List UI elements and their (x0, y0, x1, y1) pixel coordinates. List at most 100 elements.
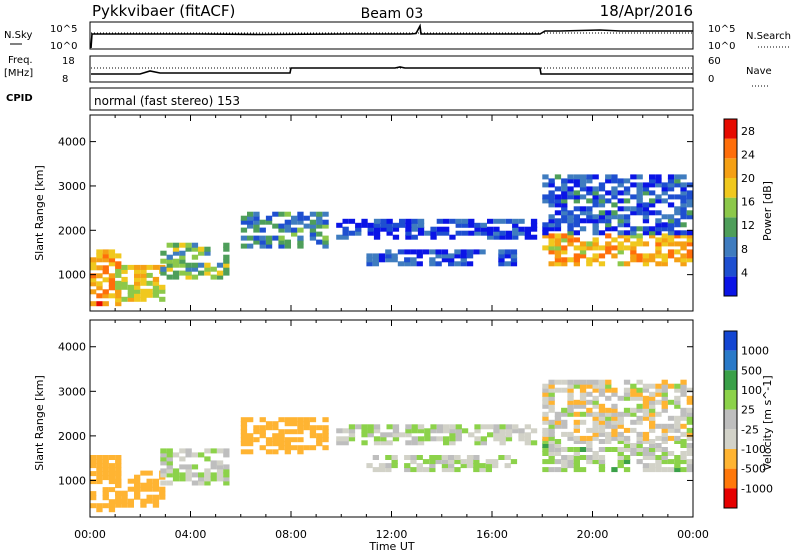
echo-cell (108, 253, 116, 259)
echo-cell (102, 269, 109, 275)
echo-cell (579, 403, 587, 409)
echo-cell (667, 202, 675, 208)
echo-cell (429, 249, 436, 255)
echo-cell (404, 467, 411, 473)
noise-sky-line (90, 23, 693, 49)
echo-cell (455, 436, 462, 442)
echo-cell (410, 467, 417, 473)
echo-cell (265, 219, 273, 225)
echo-cell (642, 210, 650, 216)
echo-cell (674, 257, 681, 263)
echo-cell (642, 257, 650, 263)
echo-cell (605, 439, 612, 444)
echo-cell (598, 423, 606, 429)
echo-cell (649, 190, 656, 196)
echo-cell (605, 210, 612, 216)
echo-cell (198, 476, 205, 482)
echo-cell (152, 276, 160, 282)
echo-cell (579, 399, 587, 405)
echo-cell (586, 411, 593, 417)
echo-cell (661, 261, 668, 267)
echo-cell (579, 182, 587, 188)
echo-cell (127, 498, 134, 504)
power-data (90, 174, 693, 307)
echo-cell (499, 424, 506, 430)
echo-cell (542, 431, 549, 437)
echo-cell (661, 379, 668, 385)
echo-cell (322, 437, 329, 443)
echo-cell (348, 230, 356, 236)
echo-cell (567, 383, 574, 389)
echo-cell (667, 415, 675, 421)
echo-cell (430, 226, 437, 232)
echo-cell (623, 245, 631, 251)
echo-cell (223, 476, 230, 482)
echo-cell (474, 436, 481, 442)
echo-cell (611, 435, 618, 441)
colorbar-tick-label: -1000 (741, 482, 773, 495)
nsky-label: N.Sky (4, 30, 32, 41)
echo-cell (655, 222, 662, 228)
echo-cell (498, 455, 505, 460)
echo-cell (680, 379, 687, 385)
echo-cell (121, 498, 128, 504)
echo-cell (579, 194, 587, 200)
echo-cell (430, 436, 437, 442)
echo-cell (512, 234, 519, 240)
echo-cell (410, 257, 417, 263)
echo-cell (385, 467, 392, 473)
echo-cell (424, 436, 431, 442)
echo-cell (554, 447, 562, 452)
echo-cell (567, 222, 574, 228)
echo-cell (172, 452, 180, 458)
echo-cell (102, 301, 109, 307)
echo-cell (115, 253, 122, 259)
echo-cell (674, 241, 681, 247)
echo-cell (152, 482, 160, 488)
echo-cell (166, 262, 173, 268)
echo-cell (367, 428, 374, 434)
echo-cell (429, 261, 436, 267)
echo-cell (623, 459, 631, 465)
echo-cell (449, 432, 456, 438)
echo-cell (649, 226, 656, 232)
echo-cell (505, 424, 513, 430)
echo-cell (441, 253, 449, 259)
echo-cell (554, 194, 562, 200)
echo-cell (636, 241, 643, 247)
echo-cell (460, 253, 467, 259)
echo-cell (617, 198, 624, 204)
velocity-colorbar-label: Velocity [m s^-1] (761, 375, 774, 470)
echo-cell (115, 261, 122, 267)
echo-cell (172, 472, 180, 478)
echo-cell (630, 451, 637, 456)
colorbar-segment (724, 256, 737, 277)
echo-cell (466, 253, 474, 259)
echo-cell (172, 476, 180, 482)
echo-cell (115, 265, 122, 271)
y-tick-label: 4000 (58, 136, 86, 149)
echo-cell (567, 237, 574, 243)
echo-cell (611, 178, 618, 184)
echo-cell (223, 262, 230, 268)
echo-cell (605, 407, 612, 413)
echo-cell (542, 182, 549, 188)
echo-cell (567, 435, 574, 441)
echo-cell (397, 249, 405, 255)
echo-cell (661, 439, 668, 444)
echo-cell (380, 440, 387, 446)
echo-cell (140, 280, 147, 286)
echo-cell (611, 423, 618, 429)
echo-cell (102, 253, 109, 259)
echo-cell (655, 423, 662, 429)
colorbar-segment (724, 119, 737, 139)
echo-cell (680, 245, 687, 251)
echo-cell (573, 459, 580, 465)
echo-cell (108, 281, 116, 287)
echo-cell (573, 230, 580, 236)
echo-cell (454, 261, 461, 267)
echo-cell (134, 276, 141, 282)
echo-cell (146, 494, 153, 500)
echo-cell (284, 445, 291, 451)
